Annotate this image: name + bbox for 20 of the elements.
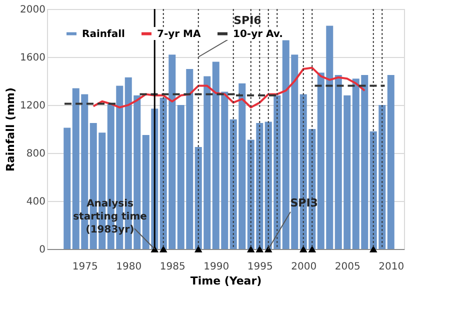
x-tick-label: 2010: [378, 262, 404, 272]
x-axis-title: Time (Year): [190, 274, 262, 288]
y-axis-title: Rainfall (mm): [4, 87, 18, 172]
x-tick-label: 1980: [116, 262, 142, 272]
y-tick-label: 800: [26, 148, 46, 160]
legend-label: 10-yr Av.: [233, 28, 283, 40]
legend-label: 7-yr MA: [157, 28, 201, 40]
x-tick-label: 1995: [247, 262, 273, 272]
annotation: SPI6: [234, 14, 262, 27]
x-tick-label: 1975: [72, 262, 98, 272]
y-tick-label: 1200: [20, 100, 46, 112]
y-tick-label: 400: [26, 196, 46, 208]
x-tick-label: 2000: [291, 262, 317, 272]
x-tick-label: 1985: [160, 262, 186, 272]
x-tick-label: 1990: [204, 262, 230, 272]
x-tick-label: 2005: [334, 262, 360, 272]
y-tick-label: 2000: [20, 4, 46, 16]
y-tick-label: 1600: [20, 52, 46, 64]
legend-label: Rainfall: [82, 28, 125, 40]
y-tick-label: 0: [39, 244, 46, 256]
